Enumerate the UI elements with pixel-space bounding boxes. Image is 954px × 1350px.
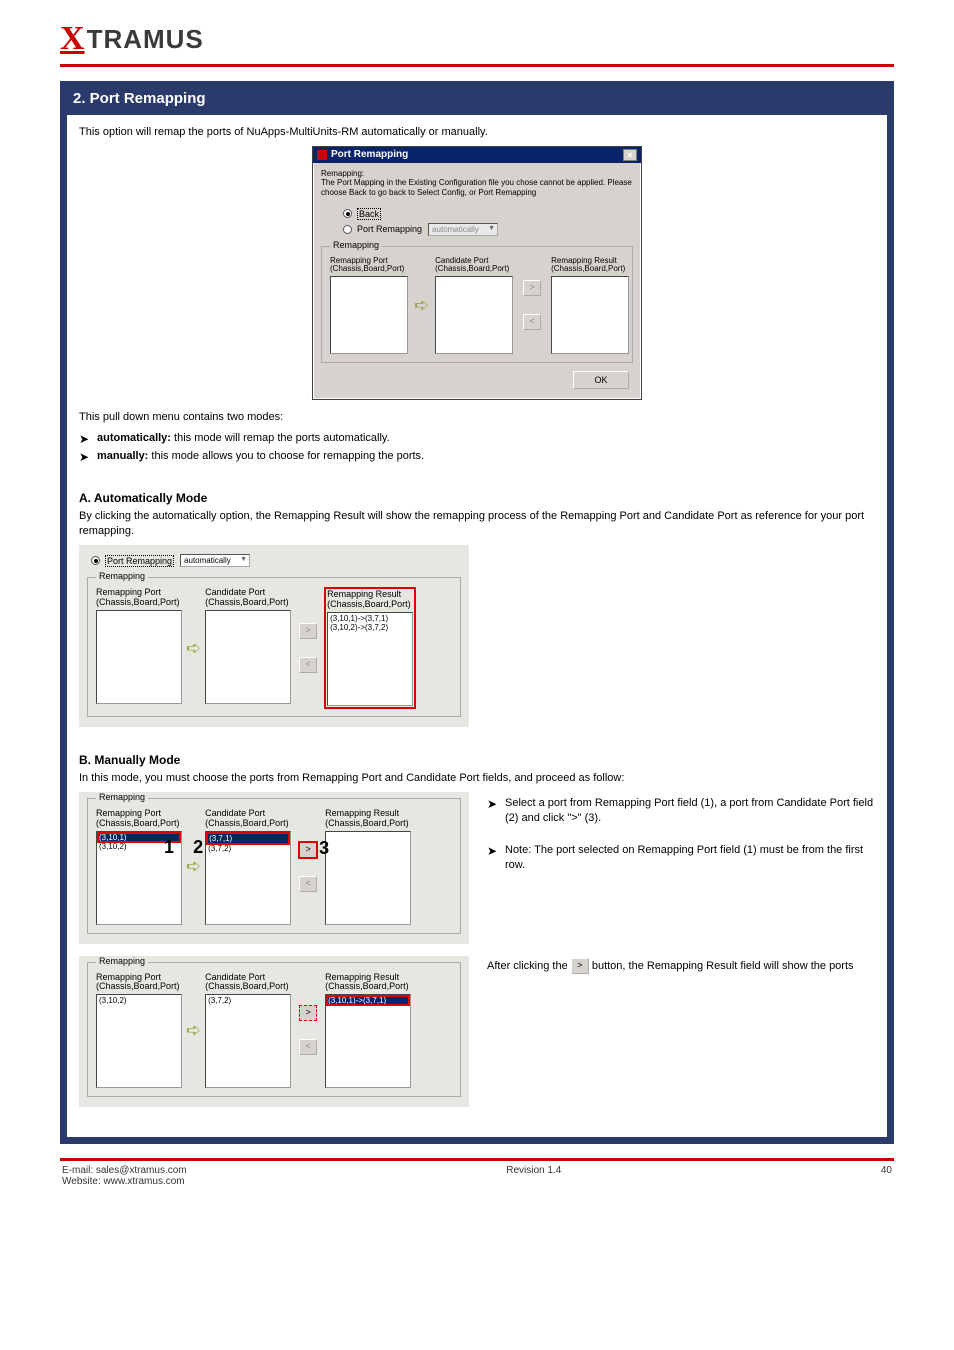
m2-add-button[interactable]: >: [299, 1005, 317, 1021]
manu-intro: In this mode, you must choose the ports …: [79, 771, 875, 786]
auto-panel: Port Remapping automatically Remapping R…: [79, 545, 469, 727]
m1-result-list[interactable]: [325, 831, 411, 925]
arrow-right-icon: ➪: [414, 295, 429, 316]
m1-arrow-icon: ➪: [186, 856, 201, 877]
section-panel: 2. Port Remapping This option will remap…: [60, 81, 894, 1144]
intro-text: This option will remap the ports of NuAp…: [79, 125, 875, 140]
m1-c2h: Candidate Port(Chassis,Board,Port): [205, 809, 291, 829]
m1-cp1[interactable]: (3,7,1): [207, 833, 289, 844]
auto-remove-button[interactable]: <: [299, 657, 317, 673]
col1-hdr: Remapping Port(Chassis,Board,Port): [330, 257, 408, 275]
auto-res-2: (3,10,2)->(3,7,2): [329, 623, 411, 632]
auto-add-button[interactable]: >: [299, 623, 317, 639]
radio-remap-label: Port Remapping: [357, 224, 422, 234]
port-remapping-dialog: Port Remapping × Remapping: The Port Map…: [312, 146, 642, 400]
manu-panel-2: Remapping Remapping Port(Chassis,Board,P…: [79, 956, 469, 1108]
dialog-icon: [317, 150, 327, 160]
col3-hdr: Remapping Result(Chassis,Board,Port): [551, 257, 629, 275]
m2-rp-list[interactable]: (3,10,2): [96, 994, 182, 1088]
footer: E-mail: sales@xtramus.com Revision 1.4 4…: [60, 1158, 894, 1187]
m2-arrow-icon: ➪: [186, 1020, 201, 1041]
dialog-titlebar: Port Remapping ×: [313, 147, 641, 163]
bullet-auto: ➤automatically: this mode will remap the…: [79, 431, 875, 447]
manu-heading: B. Manually Mode: [79, 753, 875, 767]
logo-x: X: [60, 20, 85, 58]
auto-arrow-icon: ➪: [186, 638, 201, 659]
m2-c3h: Remapping Result(Chassis,Board,Port): [325, 973, 411, 993]
manu-group-2: Remapping Remapping Port(Chassis,Board,P…: [87, 962, 461, 1098]
auto-rp-list[interactable]: [96, 610, 182, 704]
auto-legend: Remapping: [96, 571, 148, 581]
manu-legend-2: Remapping: [96, 956, 148, 966]
ok-button[interactable]: OK: [573, 371, 629, 389]
remove-button[interactable]: <: [523, 314, 541, 330]
auto-c2h: Candidate Port(Chassis,Board,Port): [205, 588, 291, 608]
m1-c1h: Remapping Port(Chassis,Board,Port): [96, 809, 182, 829]
m2-cp-list[interactable]: (3,7,2): [205, 994, 291, 1088]
annot-2: 2: [193, 837, 203, 858]
annot-3: 3: [319, 838, 329, 859]
auto-cp-list[interactable]: [205, 610, 291, 704]
result-list[interactable]: [551, 276, 629, 354]
manu-side-text: ➤Select a port from Remapping Port field…: [487, 792, 875, 875]
auto-c1h: Remapping Port(Chassis,Board,Port): [96, 588, 182, 608]
remap-mode-combo[interactable]: automatically: [428, 223, 498, 236]
auto-radio-row[interactable]: Port Remapping automatically: [91, 554, 461, 567]
m1-add-button[interactable]: >: [299, 842, 317, 858]
close-icon[interactable]: ×: [623, 149, 637, 161]
radio-remap[interactable]: [343, 225, 352, 234]
bullet-manual: ➤manually: this mode allows you to choos…: [79, 449, 875, 465]
footer-page: 40: [881, 1165, 892, 1176]
annot-1: 1: [164, 837, 174, 858]
logo: X TRAMUS: [60, 20, 894, 58]
m2-remove-button[interactable]: <: [299, 1039, 317, 1055]
auto-res-1: (3,10,1)->(3,7,1): [329, 614, 411, 623]
logo-text: TRAMUS: [87, 24, 204, 55]
m1-remove-button[interactable]: <: [299, 876, 317, 892]
manu-group-1: Remapping Remapping Port(Chassis,Board,P…: [87, 798, 461, 934]
section-title: 2. Port Remapping: [67, 88, 887, 115]
m2-c2h: Candidate Port(Chassis,Board,Port): [205, 973, 291, 993]
msg-label: Remapping:: [321, 169, 364, 178]
auto-group: Remapping Remapping Port(Chassis,Board,P…: [87, 577, 461, 717]
auto-combo[interactable]: automatically: [180, 554, 250, 567]
footer-site: Website: www.xtramus.com: [62, 1176, 185, 1187]
footer-rev: Revision 1.4: [506, 1165, 561, 1176]
col2-hdr: Candidate Port(Chassis,Board,Port): [435, 257, 513, 275]
m1-cp2[interactable]: (3,7,2): [207, 844, 289, 853]
auto-result-list[interactable]: (3,10,1)->(3,7,1) (3,10,2)->(3,7,2): [327, 612, 413, 706]
inline-gt-button: >: [571, 958, 589, 974]
modes-head: This pull down menu contains two modes:: [79, 410, 875, 425]
manu-legend-1: Remapping: [96, 792, 148, 802]
group-legend: Remapping: [330, 240, 382, 250]
m2-c1h: Remapping Port(Chassis,Board,Port): [96, 973, 182, 993]
m2-cp[interactable]: (3,7,2): [207, 996, 289, 1005]
remapping-port-list[interactable]: [330, 276, 408, 354]
m2-rp[interactable]: (3,10,2): [98, 996, 180, 1005]
radio-back-row[interactable]: Back: [343, 208, 633, 220]
m1-c3h: Remapping Result(Chassis,Board,Port): [325, 809, 411, 829]
radio-remap-row[interactable]: Port Remapping automatically: [343, 223, 633, 236]
auto-radio-label: Port Remapping: [105, 555, 174, 567]
m1-cp-list[interactable]: (3,7,1) (3,7,2): [205, 831, 291, 925]
remapping-group: Remapping Remapping Port(Chassis,Board,P…: [321, 246, 633, 364]
radio-back[interactable]: [343, 209, 352, 218]
auto-text: By clicking the automatically option, th…: [79, 509, 875, 539]
m2-result-list[interactable]: (3,10,1)->(3,7,1): [325, 994, 411, 1088]
radio-remap-auto[interactable]: [91, 556, 100, 565]
top-rule: [60, 64, 894, 67]
manu2-text: After clicking the > button, the Remappi…: [487, 956, 875, 974]
candidate-port-list[interactable]: [435, 276, 513, 354]
manu-panel-1: Remapping Remapping Port(Chassis,Board,P…: [79, 792, 469, 944]
auto-heading: A. Automatically Mode: [79, 491, 875, 505]
dialog-title-text: Port Remapping: [331, 149, 408, 160]
auto-c3h: Remapping Result(Chassis,Board,Port): [327, 590, 413, 610]
dialog-message: Remapping: The Port Mapping in the Exist…: [321, 169, 633, 198]
add-button[interactable]: >: [523, 280, 541, 296]
footer-email: E-mail: sales@xtramus.com: [62, 1165, 187, 1176]
m2-res: (3,10,1)->(3,7,1): [327, 996, 409, 1005]
msg-body: The Port Mapping in the Existing Configu…: [321, 178, 632, 197]
radio-back-label: Back: [357, 208, 381, 220]
